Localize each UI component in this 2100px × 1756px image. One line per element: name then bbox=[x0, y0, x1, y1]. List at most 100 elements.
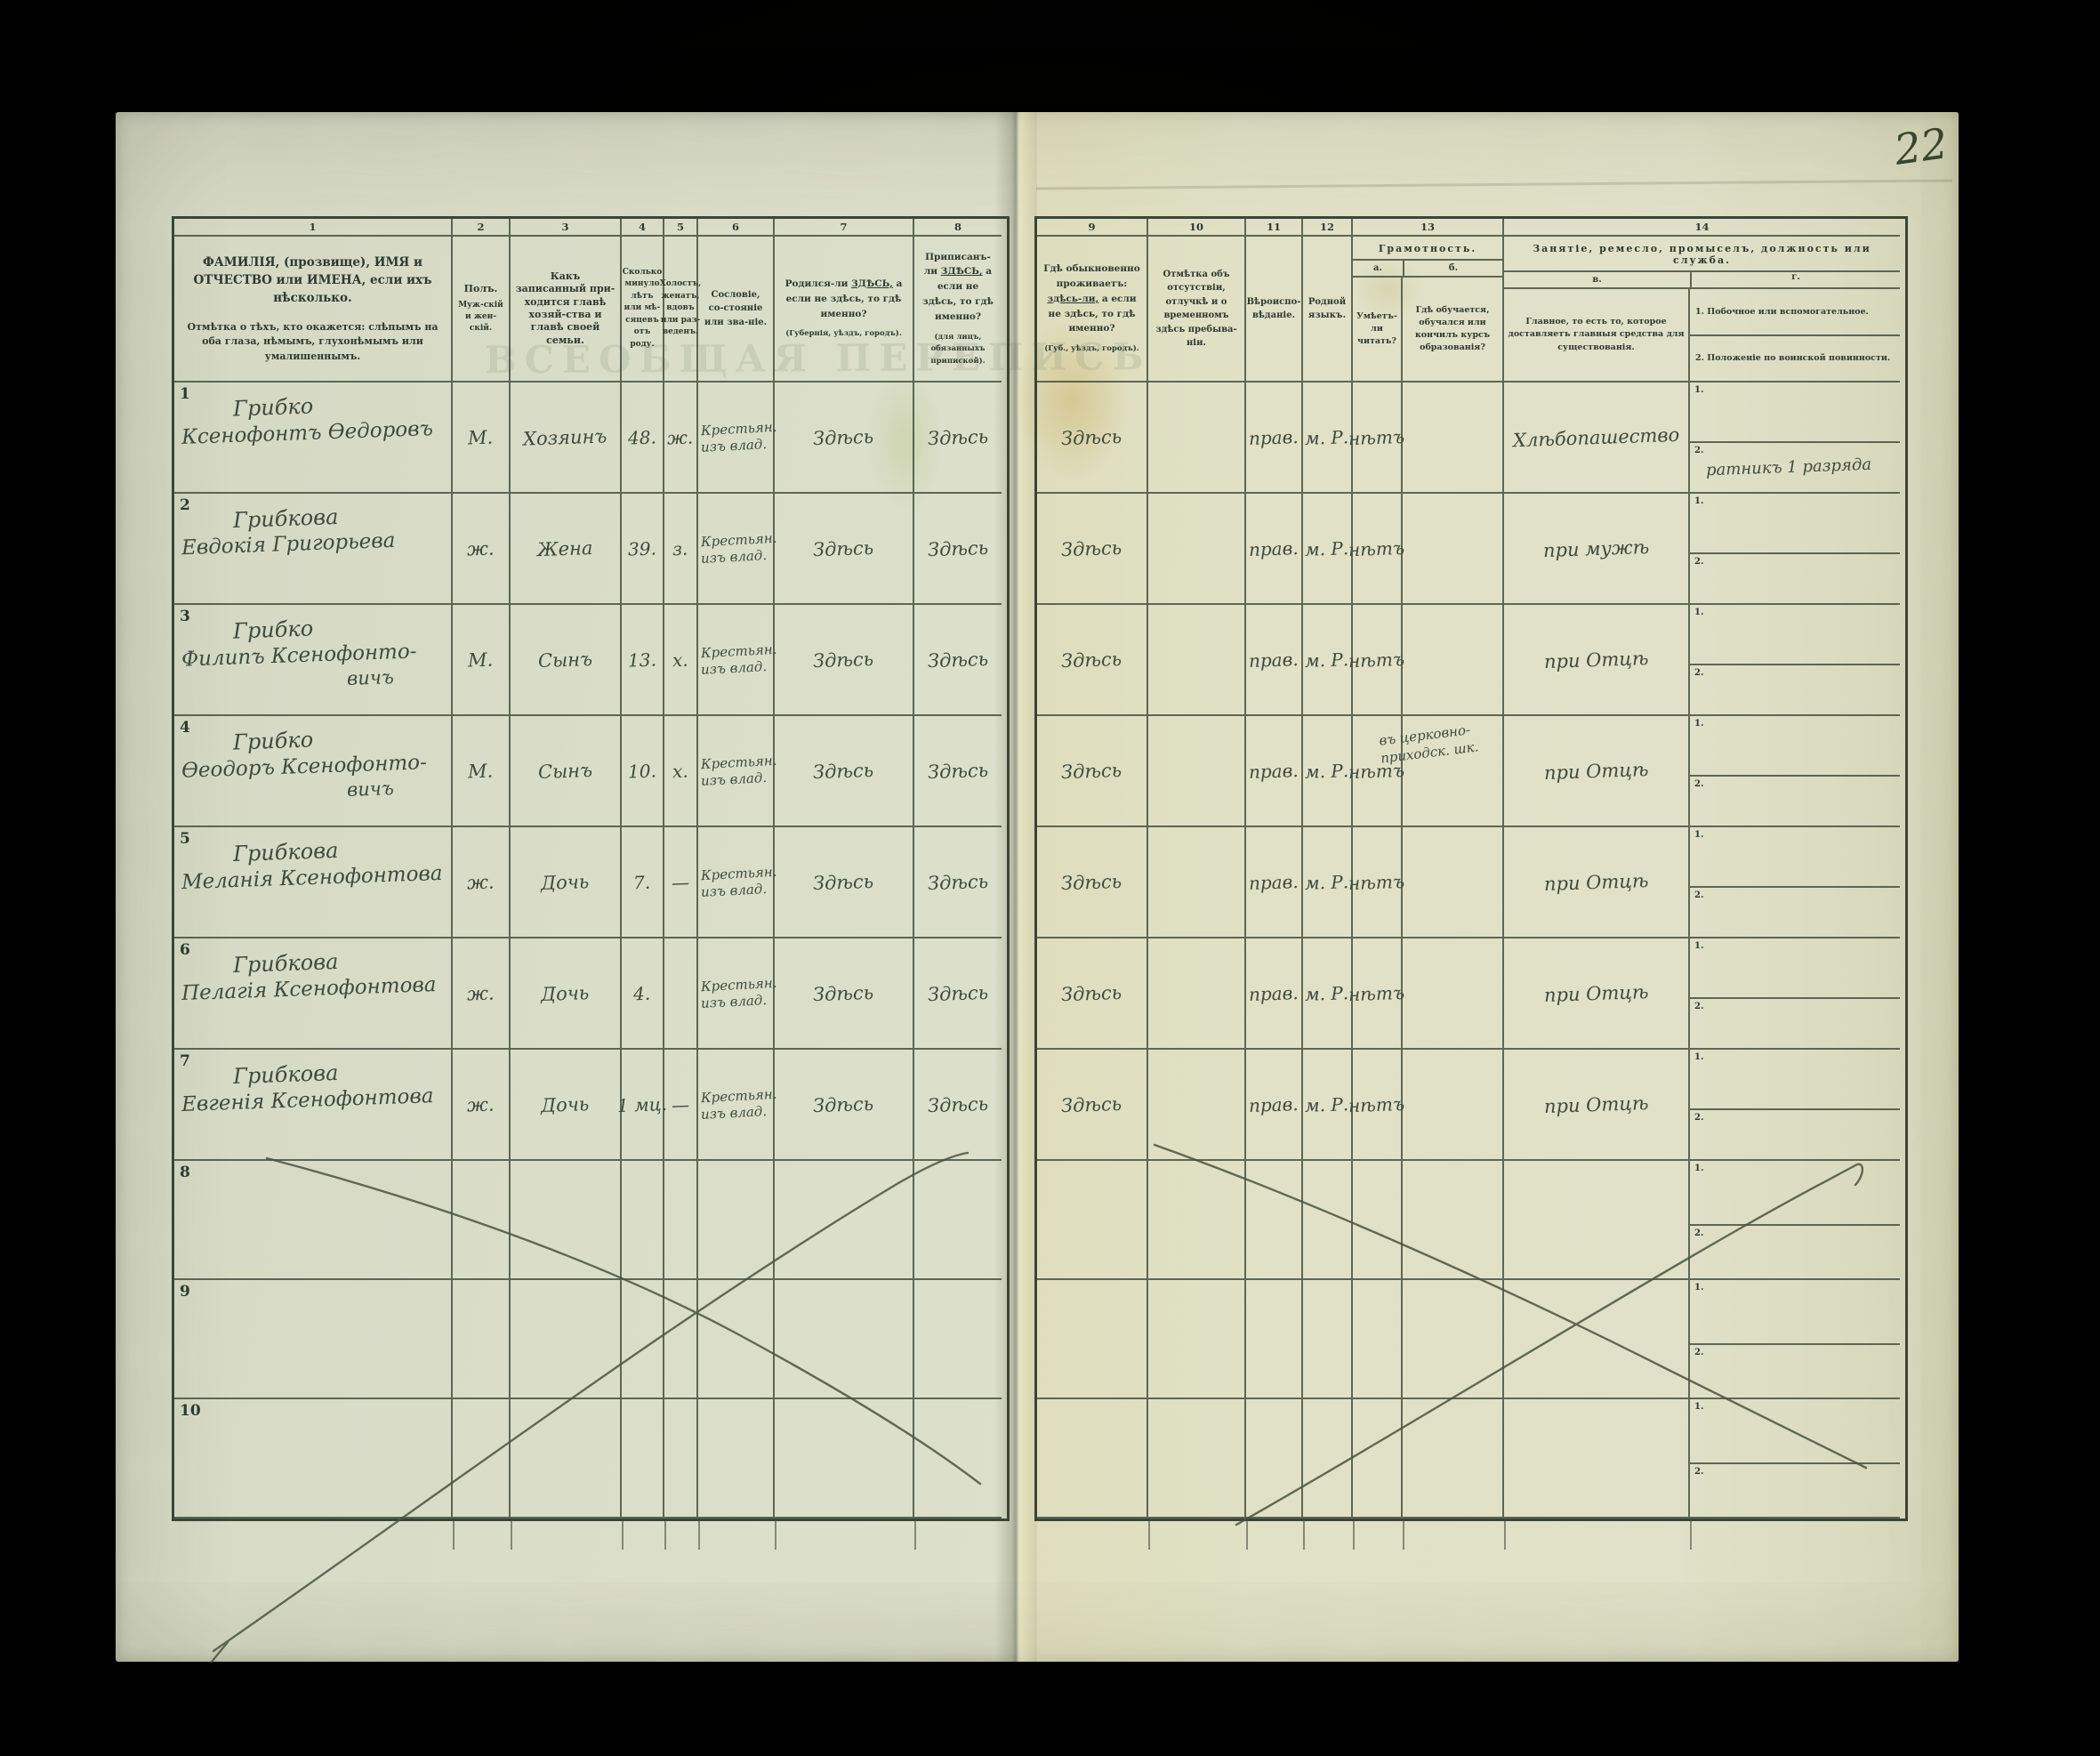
hw-estate-2: изъ влад. bbox=[700, 546, 768, 567]
cell-absence bbox=[1148, 1280, 1246, 1399]
hw-surname: Грибко bbox=[232, 727, 314, 755]
cell-age: 10. bbox=[622, 716, 664, 827]
cell-registration: Здѣсь bbox=[914, 716, 1002, 827]
cell-sex: М. bbox=[453, 716, 511, 827]
cell-estate: Крестьян. изъ влад. bbox=[698, 827, 777, 938]
cell-language: м. Р. bbox=[1303, 1050, 1353, 1161]
cell-registration: Здѣсь bbox=[914, 605, 1002, 716]
cell-marital-value: х. bbox=[672, 648, 689, 671]
cell-age: 48. bbox=[622, 383, 664, 494]
cell-residence-value: Здѣсь bbox=[1061, 648, 1122, 672]
cell-literate: нѣтъ bbox=[1348, 1050, 1405, 1161]
cell-relation: Дочь bbox=[511, 938, 622, 1050]
cell-registration: Здѣсь bbox=[914, 383, 1002, 494]
cell-absence bbox=[1148, 1399, 1246, 1518]
printed-sub-1: 1. bbox=[1694, 1402, 1704, 1412]
cell-residence bbox=[1037, 1161, 1148, 1280]
cell-relation: Хозяинъ bbox=[511, 383, 622, 494]
cell-name: 10 bbox=[174, 1399, 453, 1518]
header-occupation-side-1: 1. Побочное или вспомогательное. bbox=[1690, 289, 1900, 336]
cell-occupation-value: при Отцѣ bbox=[1543, 980, 1649, 1006]
rule-tail bbox=[1246, 1521, 1248, 1550]
cell-literate-value: нѣтъ bbox=[1348, 1092, 1405, 1116]
cell-literate: нѣтъ bbox=[1348, 494, 1405, 605]
cell-absence bbox=[1148, 827, 1246, 938]
header-sex-title: Полъ. bbox=[463, 283, 498, 295]
header-occupation-v-label: в. bbox=[1504, 272, 1692, 287]
row-number: 3 bbox=[180, 608, 190, 625]
cell-absence bbox=[1148, 716, 1246, 827]
cell-sex-value: ж. bbox=[466, 1092, 495, 1116]
cell-name: 2 Грибкова Евдокія Григорьева bbox=[174, 494, 453, 605]
cell-education bbox=[1403, 605, 1504, 716]
header-literacy-b-label: б. bbox=[1448, 263, 1459, 273]
cell-side-occupation: 1. 2. bbox=[1690, 1399, 1900, 1518]
printed-sub-2: 2. bbox=[1694, 668, 1704, 678]
cell-education bbox=[1403, 383, 1504, 494]
cell-literate: нѣтъ bbox=[1348, 383, 1405, 494]
cell-estate bbox=[698, 1280, 775, 1399]
cell-language: м. Р. bbox=[1303, 716, 1353, 827]
cell-relation: Сынъ bbox=[511, 716, 622, 827]
cell-side-occupation: 1. 2. ратникъ 1 разряда bbox=[1690, 383, 1900, 494]
cell-age-value: 7. bbox=[633, 871, 651, 893]
side-occupation-2: 2. bbox=[1690, 777, 1900, 826]
rule-tail bbox=[1403, 1521, 1404, 1550]
cell-religion-value: прав. bbox=[1248, 1092, 1299, 1116]
cell-sex-value: М. bbox=[467, 760, 495, 782]
printed-sub-2: 2. bbox=[1694, 1347, 1704, 1357]
header-literacy-title: Грамотность. bbox=[1353, 237, 1502, 261]
cell-language: м. Р. bbox=[1303, 827, 1353, 938]
rule-tail bbox=[698, 1521, 700, 1550]
header-name-main: ФАМИЛІЯ, (прозвище), ИМЯ и ОТЧЕСТВО или … bbox=[193, 254, 432, 306]
cell-marital bbox=[664, 1280, 698, 1399]
cell-relation: Жена bbox=[511, 494, 622, 605]
rule-tail bbox=[1353, 1521, 1355, 1550]
printed-sub-1: 1. bbox=[1694, 719, 1704, 729]
hw-given-name: Меланія Ксенофонтова bbox=[181, 861, 443, 895]
header-residence-column: Гдѣ обыкновенно проживаетъ: здѣсь-ли, а … bbox=[1037, 237, 1148, 383]
cell-occupation-value: при Отцѣ bbox=[1543, 1091, 1649, 1117]
cell-language-value: м. Р. bbox=[1305, 425, 1349, 449]
printed-sub-1: 1. bbox=[1694, 1283, 1704, 1293]
col-number-9: 9 bbox=[1037, 219, 1148, 237]
cell-birthplace: Здѣсь bbox=[775, 938, 914, 1050]
side-occupation-2: 2. ратникъ 1 разряда bbox=[1690, 443, 1900, 492]
cell-language: м. Р. bbox=[1303, 938, 1353, 1050]
cell-literate: нѣтъ bbox=[1348, 938, 1405, 1050]
cell-education bbox=[1403, 1280, 1504, 1399]
cell-language-value: м. Р. bbox=[1305, 1092, 1349, 1116]
paper-stain bbox=[1014, 320, 1130, 480]
cell-language bbox=[1303, 1161, 1353, 1280]
cell-sex bbox=[453, 1280, 511, 1399]
cell-literate: нѣтъ bbox=[1348, 716, 1405, 827]
cell-religion bbox=[1246, 1399, 1303, 1518]
header-absence-column: Отмѣтка объ отсутствіи, отлучкѣ и о врем… bbox=[1148, 237, 1246, 383]
cell-literate bbox=[1353, 1280, 1403, 1399]
rule-tail bbox=[914, 1521, 916, 1550]
cell-religion-value: прав. bbox=[1248, 536, 1299, 560]
cell-residence: Здѣсь bbox=[1037, 605, 1148, 716]
cell-religion: прав. bbox=[1246, 716, 1303, 827]
hw-estate-2: изъ влад. bbox=[700, 991, 768, 1011]
side-occupation-1: 1. bbox=[1690, 1050, 1900, 1110]
cell-registration-value: Здѣсь bbox=[927, 981, 989, 1005]
cell-occupation: при Отцѣ bbox=[1504, 827, 1690, 938]
cell-occupation-value: при Отцѣ bbox=[1543, 647, 1649, 673]
hw-surname: Грибкова bbox=[232, 948, 339, 979]
hw-name-continued: вичъ bbox=[346, 666, 395, 689]
cell-relation-value: Дочь bbox=[540, 870, 591, 894]
cell-relation: Сынъ bbox=[511, 605, 622, 716]
row-number: 9 bbox=[180, 1283, 190, 1301]
cell-literate-value: нѣтъ bbox=[1348, 981, 1405, 1005]
cell-sex-value: М. bbox=[467, 648, 495, 671]
side-occupation-1: 1. bbox=[1690, 1161, 1900, 1226]
printed-sub-2: 2. bbox=[1694, 446, 1704, 455]
cell-residence: Здѣсь bbox=[1037, 1050, 1148, 1161]
rule-tail bbox=[511, 1521, 512, 1550]
rule-tail bbox=[622, 1521, 624, 1550]
cell-marital: — bbox=[664, 827, 698, 938]
col-number-4: 4 bbox=[622, 219, 664, 237]
cell-occupation: при Отцѣ bbox=[1504, 605, 1690, 716]
row-number: 1 bbox=[180, 385, 190, 403]
